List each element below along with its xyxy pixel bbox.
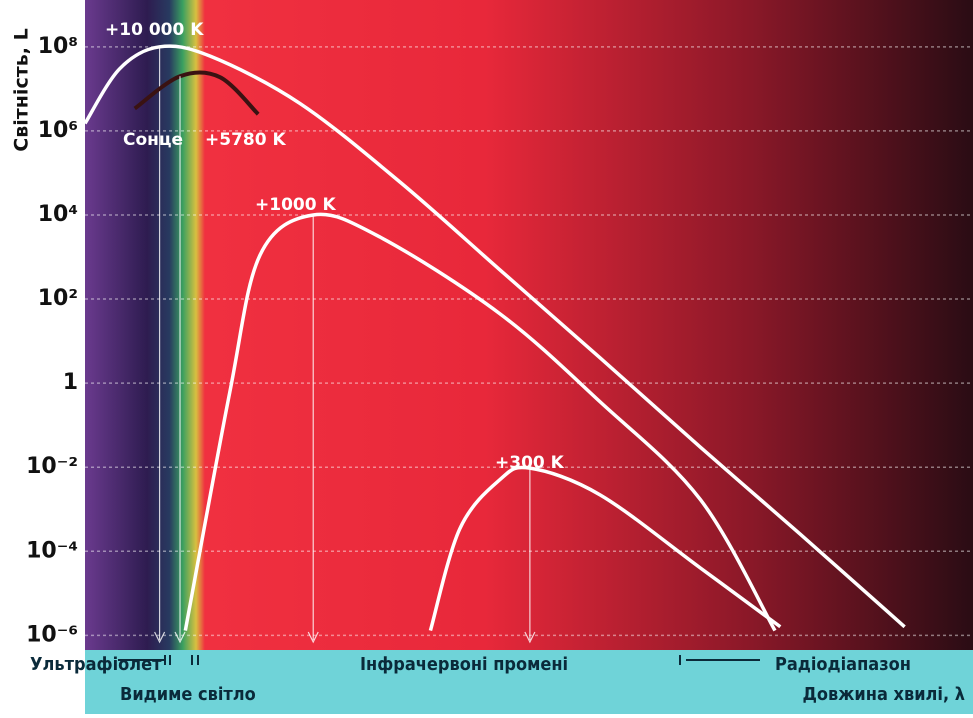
peak-arrowhead bbox=[174, 631, 186, 644]
series-label: +10 000 K bbox=[105, 20, 204, 40]
series-label: +300 K bbox=[495, 453, 565, 473]
sun-label: Сонце bbox=[123, 130, 183, 150]
y-tick-label: 10⁻⁴ bbox=[26, 538, 78, 563]
peak-arrowhead bbox=[154, 631, 166, 644]
region-markers bbox=[118, 655, 760, 665]
region-label: Видиме світло bbox=[120, 684, 256, 705]
y-tick-label: 10⁸ bbox=[38, 34, 78, 59]
y-axis-label: Світність, L bbox=[11, 28, 33, 151]
series-label: +1000 K bbox=[255, 195, 336, 215]
region-label: Інфрачервоні промені bbox=[360, 654, 568, 675]
curve bbox=[83, 44, 906, 629]
y-tick-label: 1 bbox=[63, 370, 78, 395]
region-label: Ультрафіолет bbox=[30, 654, 162, 675]
curve bbox=[183, 212, 777, 632]
y-tick-label: 10⁶ bbox=[38, 118, 78, 143]
y-tick-label: 10⁴ bbox=[38, 202, 78, 227]
y-tick-label: 10⁻⁶ bbox=[26, 622, 78, 647]
y-tick-label: 10⁻² bbox=[26, 454, 78, 479]
plot-background bbox=[85, 0, 973, 650]
region-label: Радіодіапазон bbox=[775, 654, 911, 675]
series-label: +5780 K bbox=[205, 130, 286, 150]
x-axis-label: Довжина хвилі, λ bbox=[803, 684, 966, 705]
curve bbox=[133, 70, 260, 116]
peak-arrowhead bbox=[307, 631, 319, 644]
band-background bbox=[85, 650, 973, 714]
curve bbox=[428, 465, 782, 632]
peak-arrowhead bbox=[524, 631, 536, 644]
y-tick-label: 10² bbox=[38, 286, 78, 311]
